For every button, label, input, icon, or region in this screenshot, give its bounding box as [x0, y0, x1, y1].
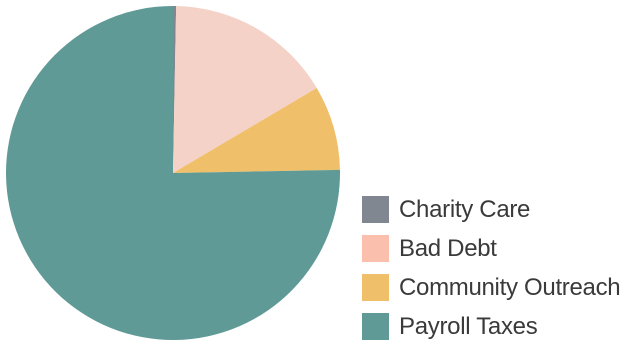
legend-item-charity-care: Charity Care — [362, 190, 620, 229]
legend-item-payroll-taxes: Payroll Taxes — [362, 307, 620, 346]
legend-label-charity-care: Charity Care — [399, 195, 531, 223]
legend-item-bad-debt: Bad Debt — [362, 229, 620, 268]
pie-slice-bad-debt — [173, 6, 317, 174]
legend: Charity Care Bad Debt Community Outreach… — [362, 190, 621, 346]
legend-label-payroll-taxes: Payroll Taxes — [399, 312, 538, 340]
pie-slices — [5, 6, 340, 340]
legend-swatch-charity-care — [362, 196, 389, 223]
pie-slice-charity-care — [173, 6, 177, 173]
pie-slice-community-outreach — [173, 87, 340, 173]
legend-label-community-outreach: Community Outreach — [399, 273, 621, 301]
pie-slice-payroll-taxes — [5, 6, 340, 340]
legend-swatch-payroll-taxes — [362, 313, 389, 340]
legend-label-bad-debt: Bad Debt — [399, 234, 497, 262]
legend-item-community-outreach: Community Outreach — [362, 268, 621, 307]
legend-swatch-community-outreach — [362, 274, 389, 301]
legend-swatch-bad-debt — [362, 235, 389, 262]
